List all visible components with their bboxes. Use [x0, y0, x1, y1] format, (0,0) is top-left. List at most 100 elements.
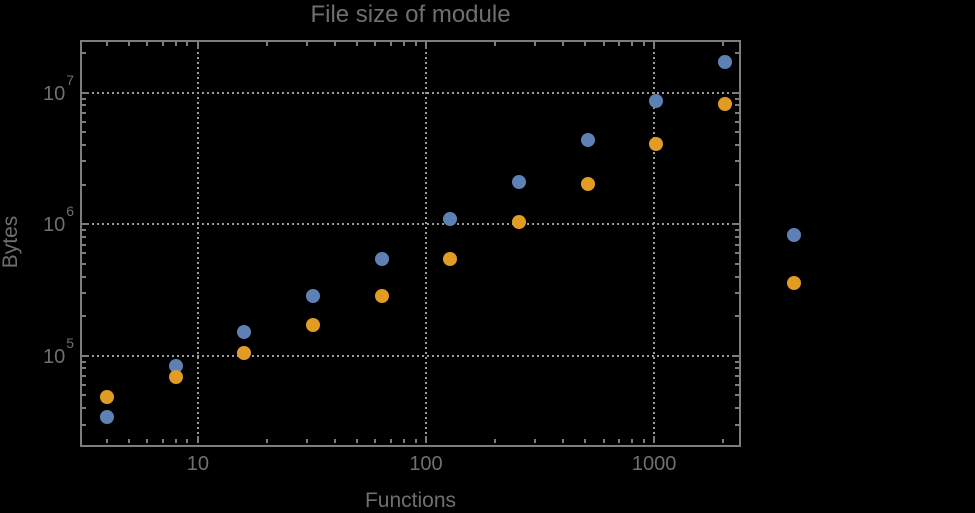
y-axis-label: Bytes — [0, 215, 22, 269]
tick-mark-y — [82, 275, 86, 278]
tick-mark-y — [735, 360, 739, 363]
tick-mark-y — [82, 291, 86, 294]
y-tick-exponent: 7 — [66, 71, 74, 88]
tick-mark-x — [425, 436, 427, 443]
tick-mark-x — [721, 42, 724, 46]
data-point — [443, 212, 458, 227]
tick-mark-x — [128, 42, 131, 46]
tick-mark-y — [735, 111, 739, 114]
tick-mark-y — [82, 111, 86, 114]
tick-mark-x — [493, 42, 496, 46]
tick-mark-x — [374, 42, 377, 46]
tick-mark-x — [617, 439, 620, 443]
gridline-y — [82, 91, 739, 94]
tick-mark-x — [533, 439, 536, 443]
y-tick-base: 10 — [42, 214, 66, 237]
gridline-x — [425, 42, 427, 443]
data-point — [237, 345, 252, 360]
data-point — [512, 175, 527, 190]
tick-mark-y — [735, 120, 739, 123]
tick-mark-x — [305, 439, 308, 443]
tick-mark-y — [735, 243, 739, 246]
tick-mark-x — [721, 439, 724, 443]
tick-mark-y — [735, 97, 739, 100]
gridline-x — [196, 42, 199, 443]
tick-mark-x — [146, 439, 149, 443]
tick-mark-y — [82, 394, 86, 397]
tick-mark-x — [265, 42, 268, 46]
data-point — [306, 288, 321, 303]
data-point — [718, 97, 733, 112]
tick-mark-x — [334, 439, 337, 443]
data-point — [237, 324, 252, 339]
data-point — [306, 318, 321, 333]
tick-mark-x — [617, 42, 620, 46]
tick-mark-y — [82, 407, 86, 410]
tick-mark-x — [128, 439, 131, 443]
tick-mark-x — [389, 42, 392, 46]
data-point — [718, 54, 733, 69]
tick-mark-y — [82, 229, 86, 232]
tick-mark-y — [82, 354, 89, 357]
tick-mark-x — [414, 439, 417, 443]
tick-mark-y — [82, 315, 86, 318]
data-point — [100, 410, 115, 425]
tick-mark-x — [493, 439, 496, 443]
data-point — [168, 359, 183, 374]
tick-mark-x — [631, 439, 634, 443]
tick-mark-y — [735, 407, 739, 410]
data-point — [580, 132, 595, 147]
tick-mark-x — [562, 439, 565, 443]
tick-mark-x — [196, 436, 199, 443]
y-tick-label: 105 — [0, 336, 74, 370]
gridline-y — [82, 223, 739, 226]
data-point — [786, 275, 801, 290]
tick-mark-x — [642, 439, 645, 443]
x-axis-label: Functions — [364, 489, 457, 512]
tick-mark-x — [653, 42, 656, 49]
tick-mark-y — [735, 291, 739, 294]
tick-mark-x — [631, 42, 634, 46]
data-point — [100, 389, 115, 404]
tick-mark-x — [602, 439, 605, 443]
tick-mark-y — [82, 160, 86, 163]
tick-mark-x — [356, 439, 359, 443]
y-tick-exponent: 6 — [66, 203, 74, 220]
tick-mark-x — [389, 439, 392, 443]
tick-mark-x — [106, 42, 109, 46]
tick-mark-y — [82, 223, 89, 226]
tick-mark-y — [732, 91, 739, 94]
tick-mark-x — [653, 436, 656, 443]
data-point — [374, 252, 389, 267]
data-point — [786, 228, 801, 243]
tick-mark-y — [735, 315, 739, 318]
plot-frame — [80, 40, 741, 447]
x-tick-label: 1000 — [631, 453, 677, 475]
data-point — [168, 369, 183, 384]
tick-mark-y — [82, 104, 86, 107]
tick-mark-x — [425, 42, 427, 49]
tick-mark-y — [735, 383, 739, 386]
data-point — [374, 288, 389, 303]
tick-mark-y — [82, 183, 86, 186]
tick-mark-y — [735, 375, 739, 378]
tick-mark-x — [174, 42, 177, 46]
y-tick-base: 10 — [42, 345, 66, 368]
tick-mark-y — [735, 143, 739, 146]
y-tick-exponent: 5 — [66, 335, 74, 352]
tick-mark-y — [82, 131, 86, 134]
tick-mark-x — [414, 42, 417, 46]
tick-mark-y — [82, 143, 86, 146]
tick-mark-x — [584, 42, 587, 46]
tick-mark-y — [735, 131, 739, 134]
tick-mark-y — [735, 275, 739, 278]
tick-mark-y — [735, 229, 739, 232]
tick-mark-x — [562, 42, 565, 46]
tick-mark-y — [735, 262, 739, 265]
tick-mark-y — [735, 367, 739, 370]
tick-mark-x — [186, 439, 189, 443]
tick-mark-x — [402, 439, 405, 443]
x-tick-label: 10 — [186, 453, 209, 475]
tick-mark-x — [374, 439, 377, 443]
